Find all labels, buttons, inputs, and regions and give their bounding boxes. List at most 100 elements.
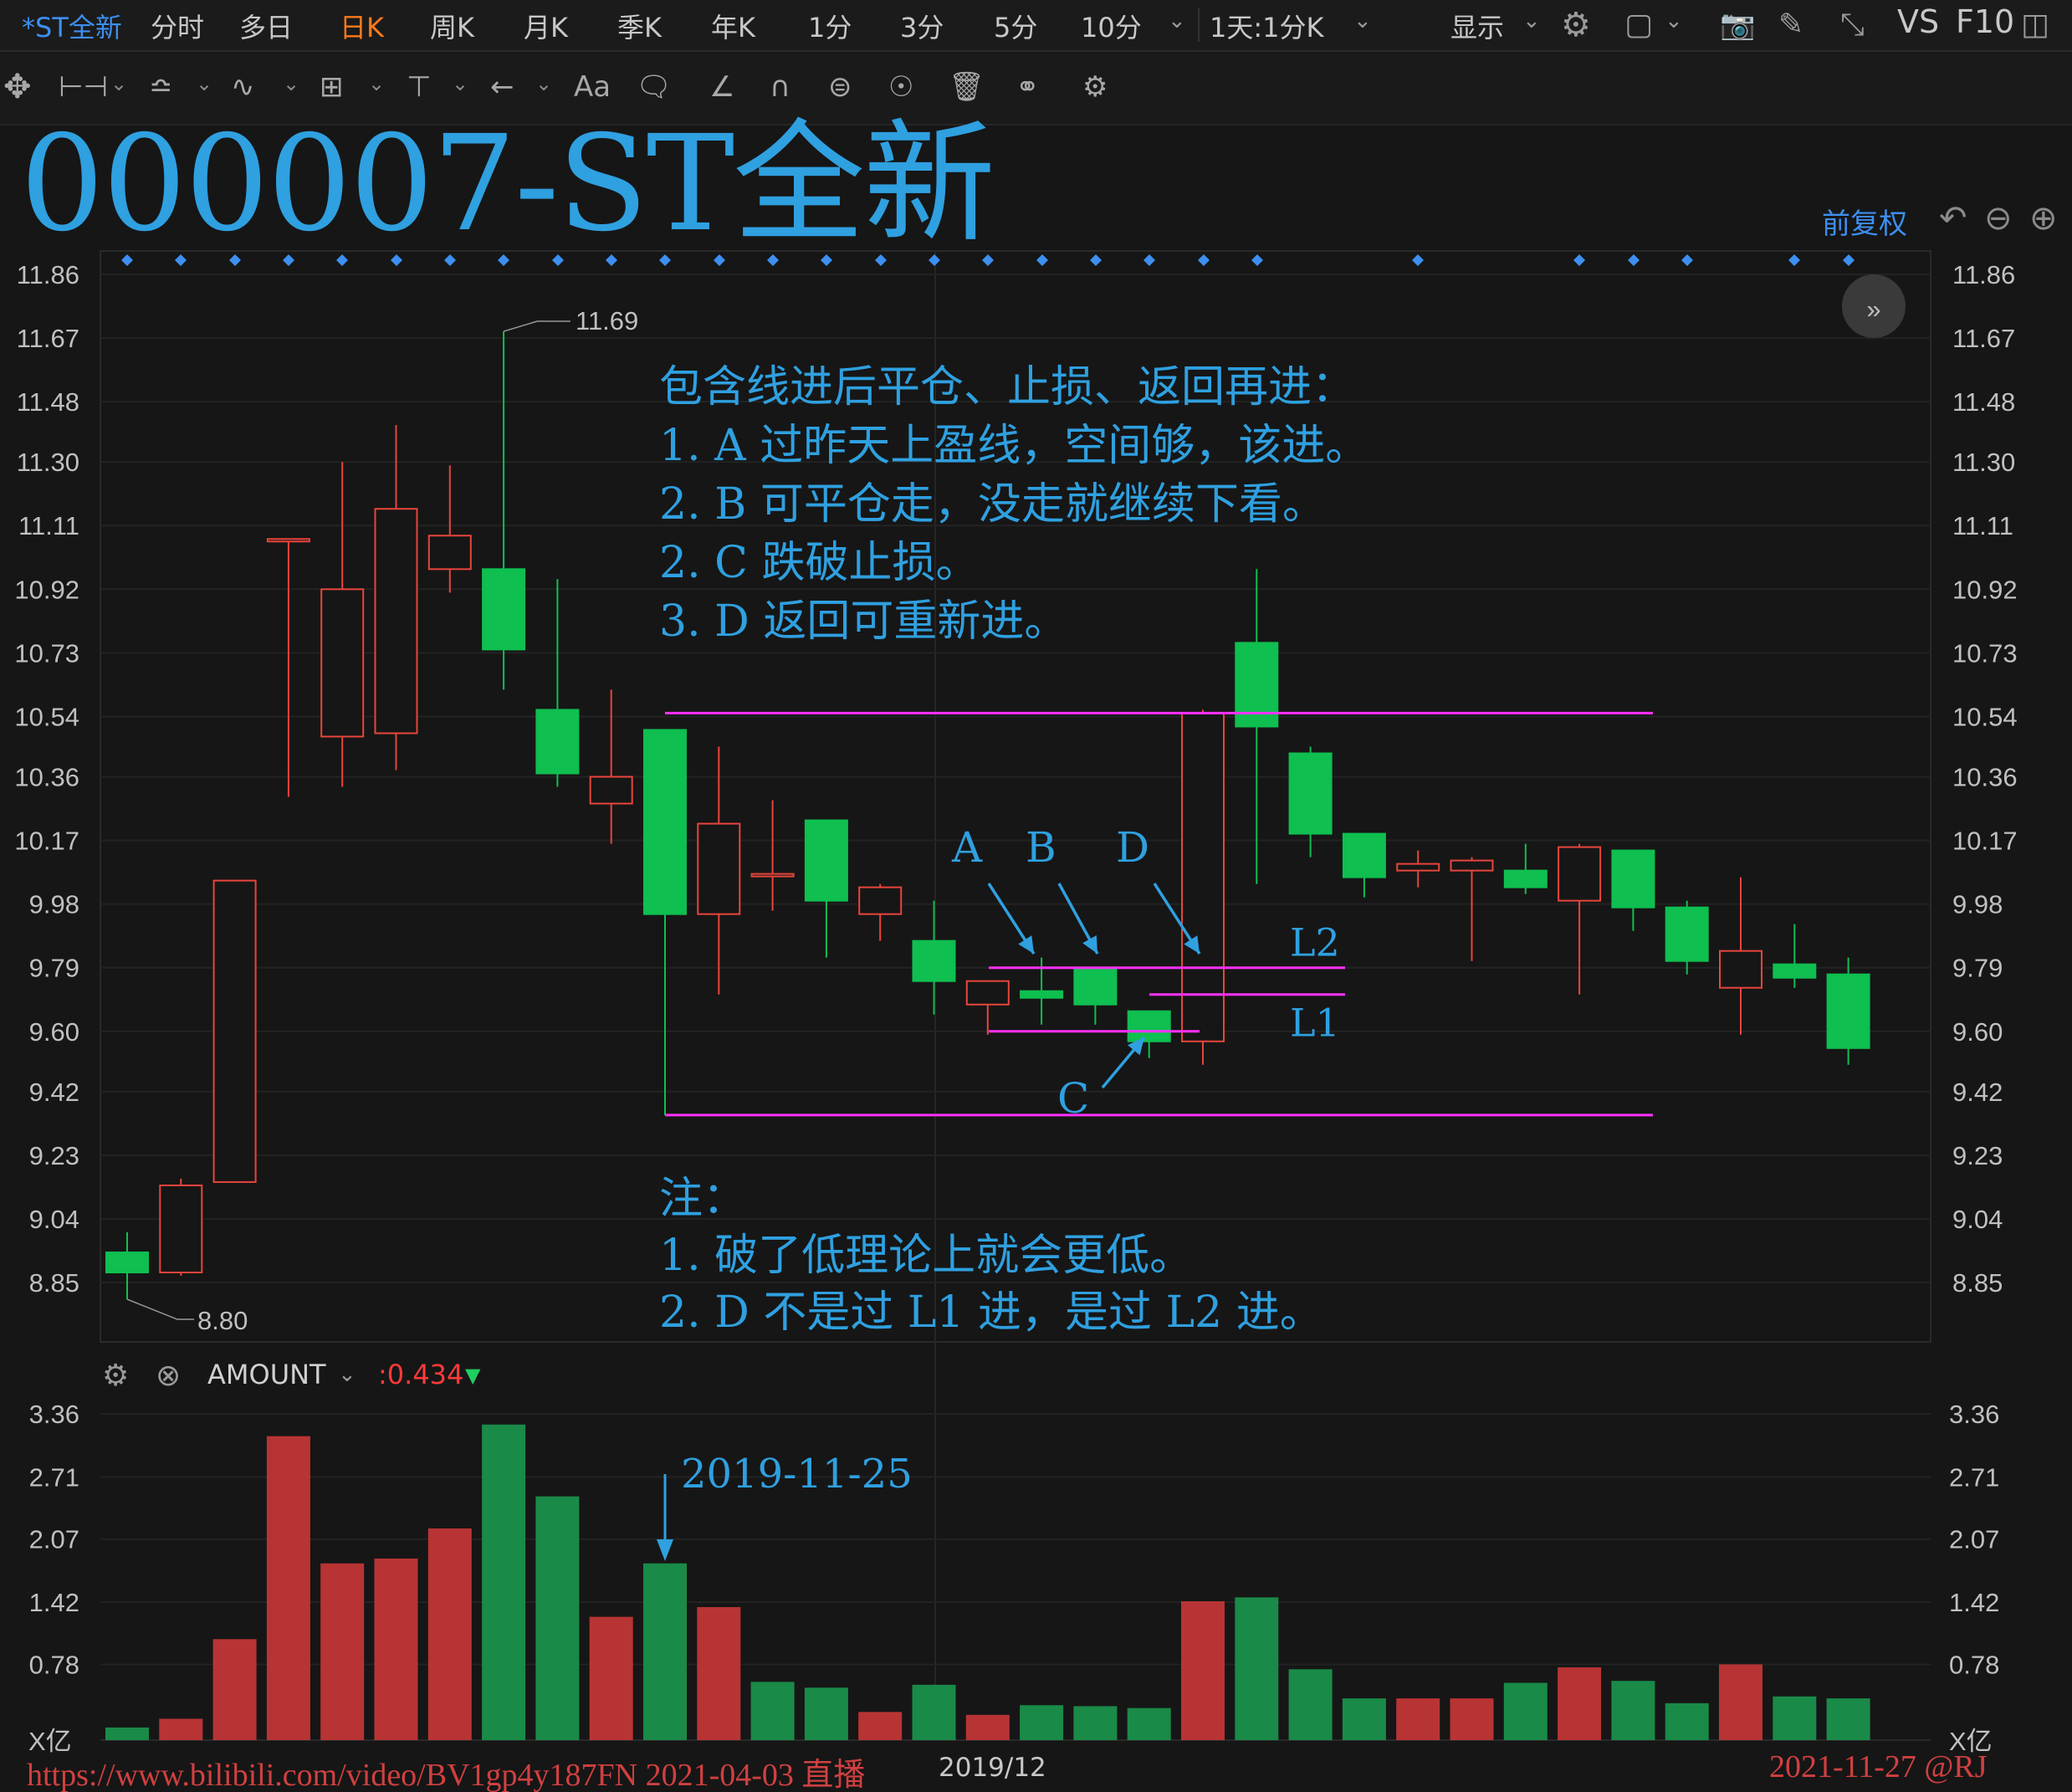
period-more-chevron-icon[interactable]: ⌄ xyxy=(1168,8,1186,33)
range-selector[interactable]: 1天:1分K xyxy=(1210,12,1324,44)
settings-gear-icon[interactable]: ⚙ xyxy=(1561,6,1591,44)
fullscreen-icon[interactable]: ⤡ xyxy=(1840,8,1865,42)
period-tab-monthly[interactable]: 月K xyxy=(524,12,568,44)
volume-tick-left: 0.78 xyxy=(29,1650,79,1679)
period-tab-1min[interactable]: 1分 xyxy=(808,12,852,44)
price-adjust-toggle[interactable]: 前复权 xyxy=(1822,207,1907,241)
display-menu[interactable]: 显示 xyxy=(1450,12,1505,44)
candle xyxy=(427,465,472,593)
price-tick-left: 11.48 xyxy=(17,387,79,417)
price-tick-right: 11.67 xyxy=(1952,324,2015,353)
comment-icon[interactable]: 🗨 xyxy=(636,70,673,104)
volume-bar xyxy=(1503,1682,1548,1740)
volume-bar xyxy=(1773,1696,1817,1740)
visibility-eye-icon[interactable]: ☉ xyxy=(888,70,914,104)
candle xyxy=(1073,966,1118,1025)
pencil-icon[interactable]: ✎ xyxy=(1778,8,1804,42)
magnet-icon[interactable]: ∩ xyxy=(770,70,790,104)
indicator-chevron-down-icon[interactable]: ⌄ xyxy=(338,1362,356,1387)
down-triangle-icon: ▼ xyxy=(465,1364,481,1387)
camera-icon[interactable]: 📷 xyxy=(1720,8,1756,42)
link-rings-icon[interactable]: ⚭ xyxy=(1016,70,1040,104)
candle xyxy=(858,883,903,941)
candle xyxy=(697,746,741,995)
strategy-note-line: 1. A 过昨天上盈线，空间够，该进。 xyxy=(659,421,1369,471)
vs-button[interactable]: VS xyxy=(1897,3,1940,40)
candle xyxy=(1665,900,1709,975)
move-cross-icon[interactable]: ✥ xyxy=(3,68,32,106)
range-chevron-down-icon[interactable]: ⌄ xyxy=(1353,8,1372,33)
zoom-in-icon[interactable]: ⊕ xyxy=(2029,199,2058,238)
drawing-toolbar: ✥ ⊢⊣ ⌄ ≏ ⌄ ∿ ⌄ ⊞ ⌄ ⊤ ⌄ ← ⌄ Aa 🗨 ∠ ∩ ⊜ ☉ … xyxy=(0,54,2072,125)
indicator-name[interactable]: AMOUNT xyxy=(207,1359,326,1390)
measure-chevron-down-icon[interactable]: ⌄ xyxy=(452,72,469,95)
price-tick-left: 11.30 xyxy=(17,448,79,477)
text-tool[interactable]: Aa xyxy=(574,70,611,104)
measure-tool-icon[interactable]: ⊤ xyxy=(407,70,432,104)
price-tick-left: 10.73 xyxy=(14,638,79,668)
price-tick-left: 10.54 xyxy=(14,702,79,731)
volume-bar xyxy=(1719,1664,1762,1740)
event-marker-dot xyxy=(1090,254,1102,266)
period-tab-3min[interactable]: 3分 xyxy=(900,12,944,44)
volume-tick-right: 1.42 xyxy=(1949,1588,1999,1617)
period-tab-quarterly[interactable]: 季K xyxy=(617,12,662,44)
display-chevron-down-icon[interactable]: ⌄ xyxy=(1522,8,1541,33)
period-tab-intraday[interactable]: 分时 xyxy=(151,12,205,44)
event-marker-dot xyxy=(821,254,832,266)
price-tick-right: 10.92 xyxy=(1952,575,2018,604)
candle-body xyxy=(1719,950,1762,989)
period-tab-multiday[interactable]: 多日 xyxy=(239,12,294,44)
undo-icon[interactable]: ↶ xyxy=(1939,199,1967,238)
candle-body xyxy=(1288,752,1333,835)
wave-chevron-down-icon[interactable]: ⌄ xyxy=(283,72,300,95)
event-marker-dot xyxy=(552,254,564,266)
candle-body xyxy=(427,535,472,571)
period-tab-10min[interactable]: 10分 xyxy=(1081,12,1142,44)
fib-tool-icon[interactable]: ⊞ xyxy=(320,70,344,104)
stock-tab[interactable]: *ST全新 xyxy=(22,12,122,44)
price-tick-right: 11.48 xyxy=(1952,387,2015,417)
layout-chevron-down-icon[interactable]: ⌄ xyxy=(1665,8,1683,33)
wave-tool-icon[interactable]: ∿ xyxy=(231,70,255,104)
period-tab-yearly[interactable]: 年K xyxy=(711,12,755,44)
indicator-settings-gear-icon[interactable]: ⚙ xyxy=(102,1359,130,1393)
angle-tool-icon[interactable]: ∠ xyxy=(709,70,735,104)
channel-chevron-down-icon[interactable]: ⌄ xyxy=(196,72,213,95)
line-segment-icon[interactable]: ⊢⊣ xyxy=(59,70,109,104)
candle xyxy=(1558,843,1602,995)
period-tab-weekly[interactable]: 周K xyxy=(430,12,474,44)
candle-body xyxy=(804,819,848,902)
period-tab-5min[interactable]: 5分 xyxy=(994,12,1038,44)
indicator-close-icon[interactable]: ⊗ xyxy=(156,1359,182,1393)
price-tick-right: 10.73 xyxy=(1952,638,2018,668)
arrow-left-icon[interactable]: ← xyxy=(490,70,514,104)
fib-chevron-down-icon[interactable]: ⌄ xyxy=(368,72,386,95)
price-tick-right: 9.60 xyxy=(1952,1017,2003,1047)
price-tick-left: 10.17 xyxy=(14,827,79,856)
candle-body xyxy=(1611,849,1655,909)
candle-body xyxy=(589,776,633,805)
candle xyxy=(159,1178,203,1276)
trash-icon[interactable]: 🗑 xyxy=(949,70,985,104)
period-tab-daily[interactable]: 日K xyxy=(340,12,384,44)
arrow-chevron-down-icon[interactable]: ⌄ xyxy=(535,72,553,95)
candle xyxy=(1235,569,1279,884)
high-label-leader xyxy=(503,320,570,332)
line-chevron-down-icon[interactable]: ⌄ xyxy=(110,72,128,95)
draw-settings-gear-icon[interactable]: ⚙ xyxy=(1082,70,1108,104)
lock-drawing-icon[interactable]: ⊜ xyxy=(828,70,852,104)
channel-tool-icon[interactable]: ≏ xyxy=(149,70,173,104)
price-tick-right: 8.85 xyxy=(1952,1268,2003,1298)
zoom-out-icon[interactable]: ⊖ xyxy=(1984,199,2013,238)
f10-button[interactable]: F10 xyxy=(1956,3,2015,40)
remark-note-line: 注： xyxy=(659,1174,746,1224)
candle-body xyxy=(965,980,1010,1006)
volume-bar xyxy=(750,1682,795,1740)
event-marker-dot xyxy=(229,254,241,266)
window-toggle-icon[interactable]: ◫ xyxy=(2021,8,2050,42)
volume-bar xyxy=(1181,1601,1225,1740)
layout-square-icon[interactable]: ▢ xyxy=(1624,8,1654,42)
candle xyxy=(1503,843,1548,894)
